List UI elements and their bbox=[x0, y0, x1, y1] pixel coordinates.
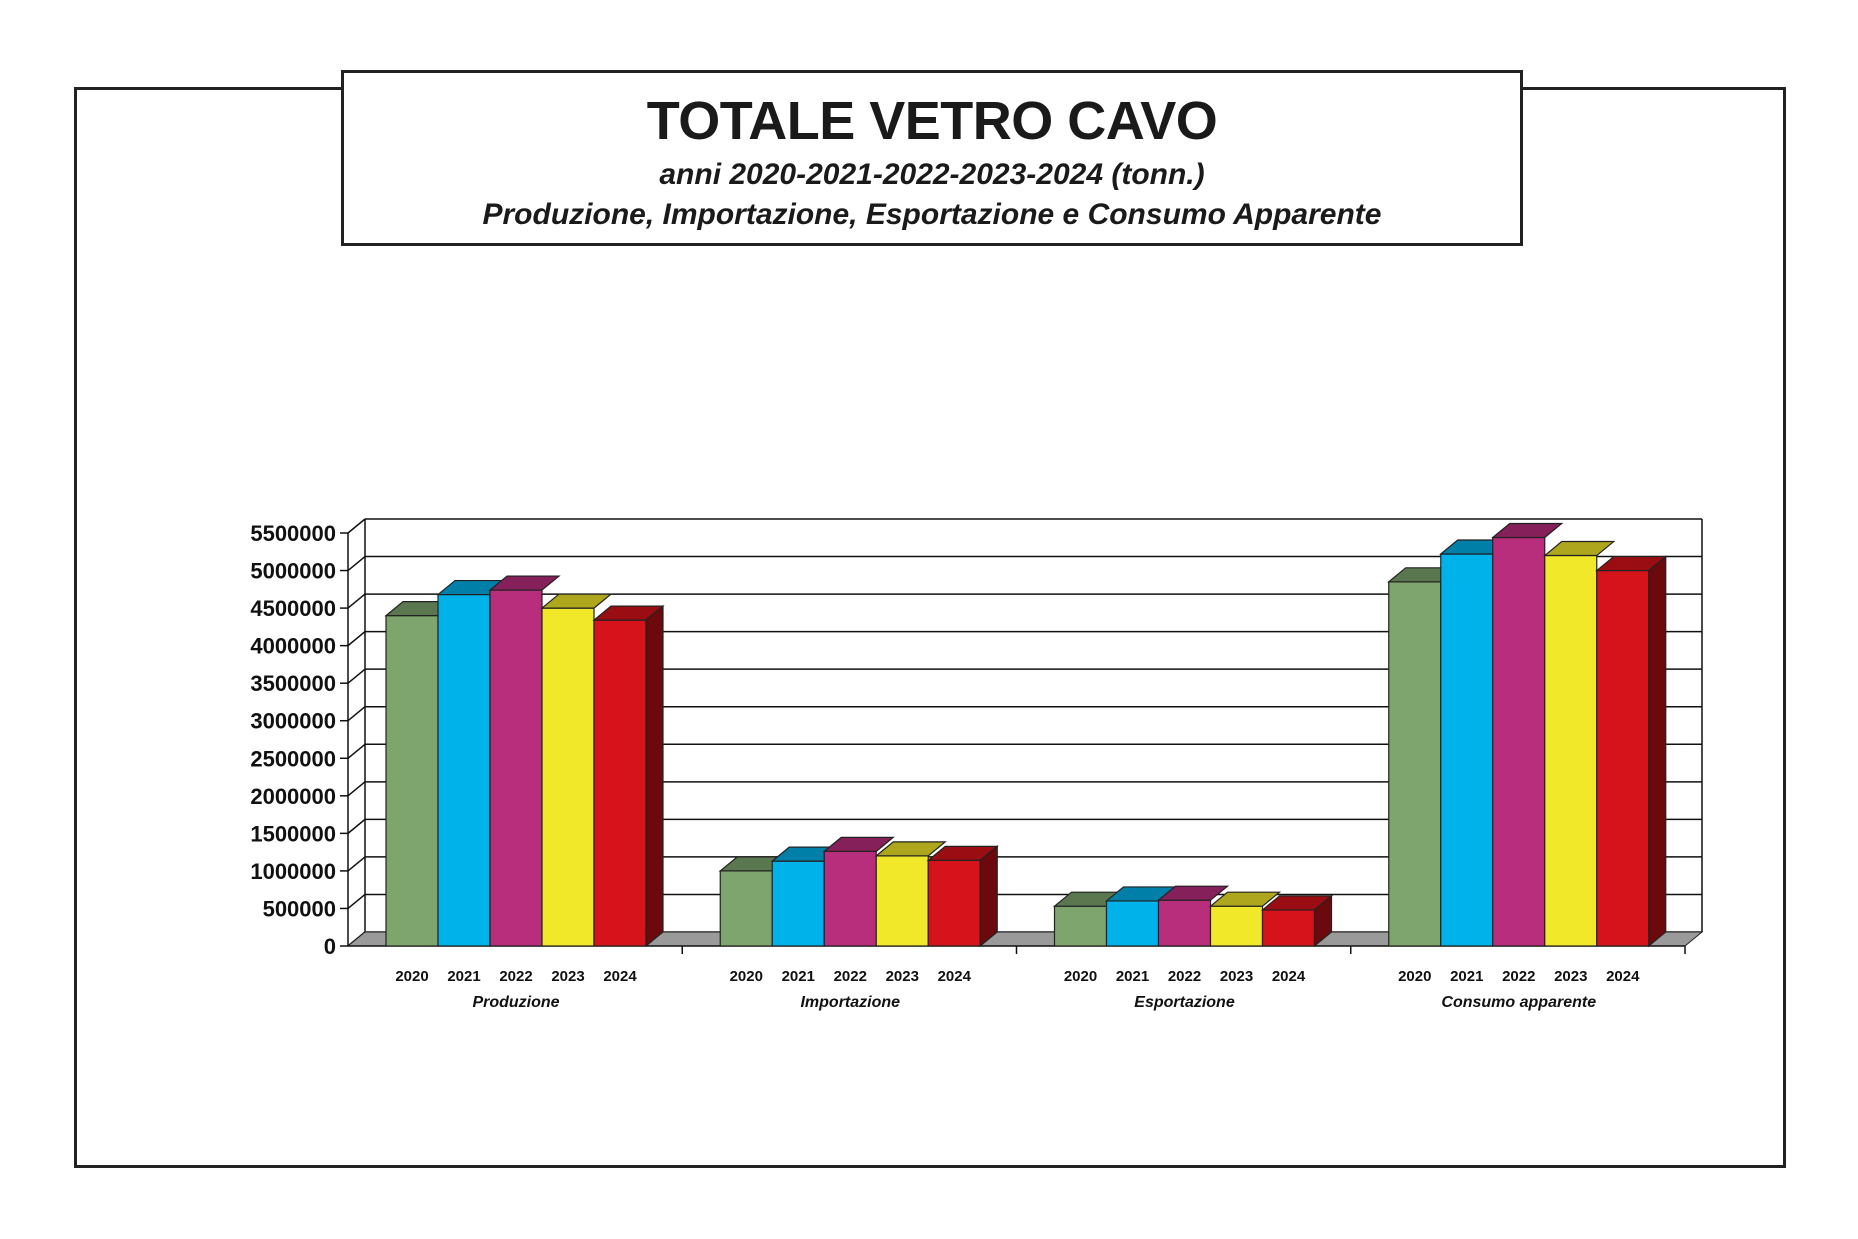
bar-top bbox=[1491, 522, 1564, 539]
bar-front bbox=[875, 855, 929, 947]
bar-front bbox=[1596, 569, 1650, 947]
category-label: Esportazione bbox=[1134, 994, 1235, 1011]
x-tick-label: 2022 bbox=[834, 968, 867, 985]
x-tick-label: 2023 bbox=[1554, 968, 1587, 985]
bar-top bbox=[1543, 540, 1616, 557]
x-tick-label: 2021 bbox=[1116, 968, 1149, 985]
y-tick-label: 5500000 bbox=[250, 521, 336, 546]
x-tick-label: 2021 bbox=[447, 968, 480, 985]
bar-side bbox=[1313, 894, 1333, 948]
y-tick-label: 3500000 bbox=[250, 671, 336, 696]
x-tick-label: 2021 bbox=[782, 968, 815, 985]
y-tick-label: 4000000 bbox=[250, 634, 336, 659]
gridline-side bbox=[347, 781, 366, 797]
bar-front bbox=[593, 619, 647, 947]
x-tick-label: 2020 bbox=[1398, 968, 1431, 985]
bar-top bbox=[1156, 885, 1230, 901]
bar-front bbox=[1157, 899, 1212, 947]
x-tick-label: 2022 bbox=[499, 968, 532, 985]
bar-top bbox=[540, 593, 613, 609]
chart-title: TOTALE VETRO CAVO bbox=[646, 91, 1218, 151]
bar-front bbox=[385, 614, 439, 947]
bar-front bbox=[437, 593, 491, 947]
y-tick-label: 3000000 bbox=[250, 709, 336, 734]
y-tick-label: 2000000 bbox=[250, 784, 336, 809]
gridline-side bbox=[347, 706, 366, 722]
gridline-side bbox=[347, 893, 366, 910]
y-tick-label: 5000000 bbox=[250, 559, 336, 584]
x-tick-label: 2022 bbox=[1168, 968, 1201, 985]
bar-front bbox=[1053, 905, 1108, 947]
x-tick-label: 2023 bbox=[1220, 968, 1253, 985]
category-label: Produzione bbox=[472, 994, 559, 1011]
chart-subtitle: anni 2020-2021-2022-2023-2024 (tonn.) bbox=[659, 158, 1205, 191]
bar-front bbox=[1492, 536, 1546, 947]
bar-front bbox=[771, 860, 825, 947]
gridline-side bbox=[347, 856, 366, 872]
x-tick-label: 2024 bbox=[938, 968, 972, 985]
x-tick-label: 2021 bbox=[1450, 968, 1483, 985]
bar-front bbox=[1388, 581, 1442, 947]
gridline-side bbox=[347, 593, 366, 609]
bar-front bbox=[927, 859, 981, 947]
bar-front bbox=[541, 607, 595, 947]
category-label: Consumo apparente bbox=[1441, 994, 1596, 1011]
bar-front bbox=[1209, 905, 1264, 947]
y-tick-label: 1000000 bbox=[250, 859, 336, 884]
bar-top bbox=[822, 836, 895, 852]
bar-side bbox=[645, 604, 664, 948]
bar-side bbox=[1648, 555, 1667, 948]
gridline-side bbox=[347, 631, 366, 647]
x-tick-label: 2024 bbox=[1272, 968, 1306, 985]
x-tick-label: 2020 bbox=[395, 968, 428, 985]
y-tick-label: 4500000 bbox=[250, 596, 336, 621]
bar-top bbox=[1208, 891, 1282, 907]
y-tick-label: 500000 bbox=[263, 896, 336, 921]
title-box: TOTALE VETRO CAVO anni 2020-2021-2022-20… bbox=[341, 70, 1523, 246]
x-tick-label: 2024 bbox=[603, 968, 637, 985]
bar-top bbox=[874, 841, 947, 857]
bar-front bbox=[1105, 900, 1160, 947]
bar-front bbox=[1261, 909, 1316, 947]
y-tick-label: 2500000 bbox=[250, 746, 336, 771]
bar-front bbox=[1440, 553, 1494, 947]
gridline-side bbox=[347, 818, 366, 834]
x-tick-label: 2020 bbox=[730, 968, 763, 985]
bar-top bbox=[488, 575, 561, 591]
x-tick-label: 2024 bbox=[1606, 968, 1640, 985]
bar-side bbox=[979, 845, 998, 948]
bar-front bbox=[719, 870, 773, 947]
gridline-side bbox=[347, 743, 366, 759]
chart-subtitle-2: Produzione, Importazione, Esportazione e… bbox=[482, 198, 1382, 231]
x-tick-label: 2023 bbox=[551, 968, 584, 985]
x-tick-label: 2020 bbox=[1064, 968, 1097, 985]
y-tick-label: 0 bbox=[324, 934, 336, 959]
bar-front bbox=[1544, 554, 1598, 947]
x-tick-label: 2023 bbox=[886, 968, 919, 985]
x-tick-label: 2022 bbox=[1502, 968, 1535, 985]
gridline-side bbox=[347, 668, 366, 684]
gridline-side bbox=[347, 518, 366, 534]
y-tick-label: 1500000 bbox=[250, 821, 336, 846]
bar-front bbox=[489, 589, 543, 947]
bar-front bbox=[823, 850, 877, 947]
gridline-side bbox=[347, 555, 366, 572]
category-label: Importazione bbox=[800, 994, 900, 1011]
